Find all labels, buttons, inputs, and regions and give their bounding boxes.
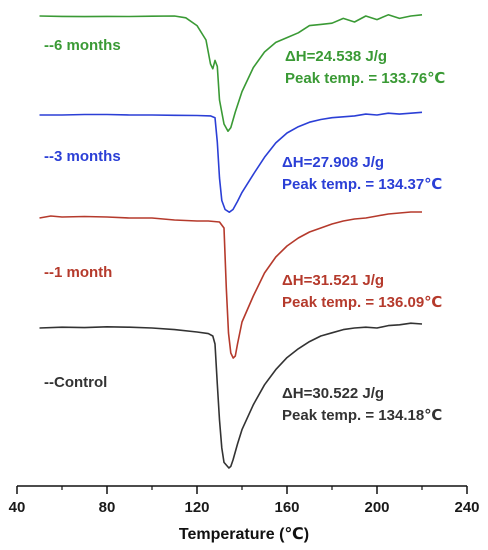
series-name: --6 months — [44, 37, 121, 54]
series-labels: --6 months ΔH=24.538 J/g Peak temp. = 133.… — [44, 37, 445, 424]
series-name: --1 month — [44, 264, 112, 281]
series-annotation: Peak temp. = 136.09℃ — [282, 294, 442, 311]
series-annotation: ΔH=24.538 J/g — [285, 48, 387, 65]
x-tick-label: 80 — [99, 499, 116, 516]
dsc-curve — [39, 14, 423, 132]
series-annotation: ΔH=30.522 J/g — [282, 385, 384, 402]
x-tick-label: 40 — [9, 499, 26, 516]
x-axis-ticks: 40 80 120 160 200 240 — [9, 486, 480, 516]
series-name: --Control — [44, 374, 107, 391]
series-annotation: ΔH=27.908 J/g — [282, 154, 384, 171]
series-annotation: ΔH=31.521 J/g — [282, 272, 384, 289]
x-axis-title: Temperature (℃) — [179, 526, 309, 543]
dsc-curve — [39, 322, 423, 469]
x-tick-label: 160 — [274, 499, 299, 516]
x-tick-label: 200 — [364, 499, 389, 516]
series-annotation: Peak temp. = 133.76℃ — [285, 70, 445, 87]
series-annotation: Peak temp. = 134.37℃ — [282, 176, 442, 193]
x-tick-label: 120 — [184, 499, 209, 516]
series-annotation: Peak temp. = 134.18℃ — [282, 407, 442, 424]
x-axis: 40 80 120 160 200 240 Temperature (℃) — [9, 485, 480, 543]
dsc-curve — [39, 111, 423, 213]
dsc-curve — [39, 211, 422, 359]
series-name: --3 months — [44, 148, 121, 165]
x-tick-label: 240 — [454, 499, 479, 516]
dsc-curves — [39, 14, 423, 469]
